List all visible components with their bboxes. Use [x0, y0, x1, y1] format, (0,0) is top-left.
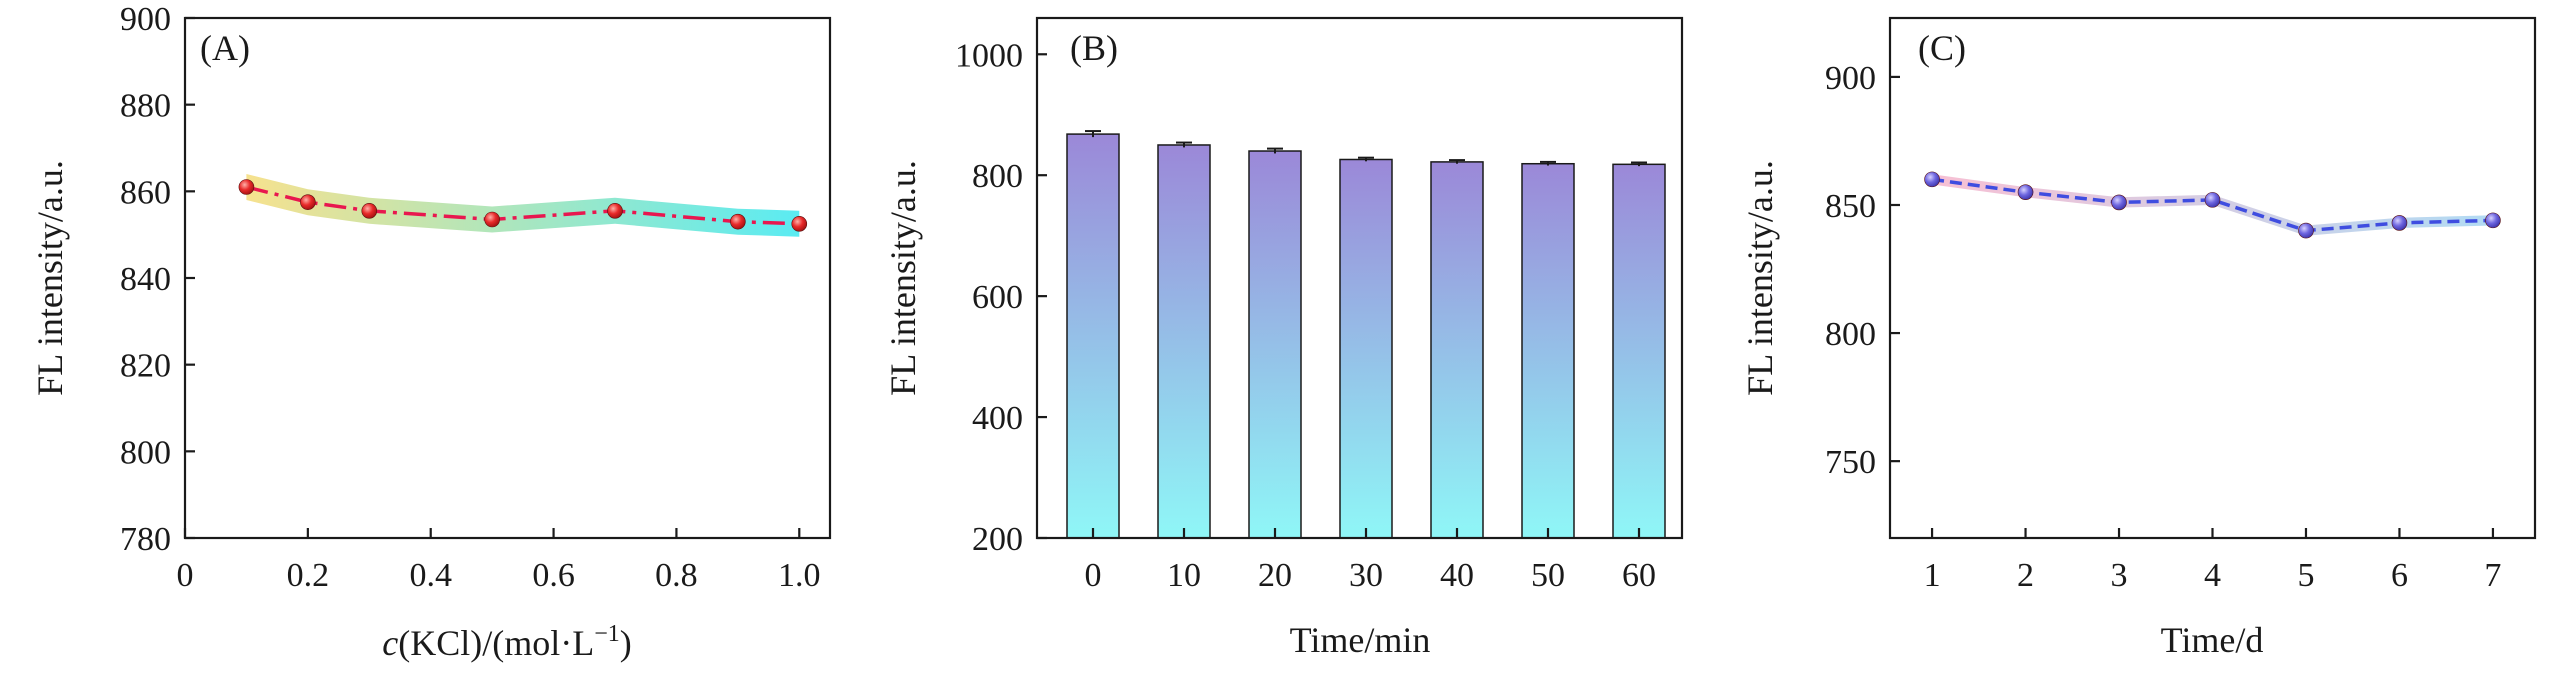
- panel-a-x-axis-label: c(KCl)/(mol·L−1): [382, 621, 632, 663]
- x-tick-label: 0.8: [655, 557, 698, 594]
- y-tick-label: 780: [120, 521, 171, 558]
- y-tick-label: 600: [972, 279, 1023, 316]
- bar: [1248, 150, 1302, 539]
- panel-a-error-band: [246, 174, 800, 237]
- y-tick-label: 800: [1825, 316, 1876, 353]
- panel-b: 0 10 20 30 40 50 60 200 400 600 800 1000 (B) FL in…: [883, 16, 1684, 660]
- data-point: [2485, 212, 2501, 229]
- panel-a-frame: [183, 16, 832, 540]
- x-tick-label: 60: [1622, 557, 1656, 594]
- panel-b-y-ticks: 200 400 600 800 1000: [955, 37, 1047, 558]
- panel-a-y-ticks: 780 800 820 840 860 880 900: [120, 1, 195, 558]
- x-tick-label: 40: [1440, 557, 1474, 594]
- panel-c-y-axis-label: FL intensity/a.u.: [1740, 160, 1780, 396]
- y-tick-label: 200: [972, 521, 1023, 558]
- data-point: [238, 179, 255, 195]
- data-point: [2204, 192, 2221, 208]
- panel-a-x-axis-label-close: ): [620, 623, 632, 663]
- y-tick-label: 400: [972, 400, 1023, 437]
- data-point: [2391, 215, 2408, 231]
- y-tick-label: 900: [1825, 60, 1876, 97]
- x-tick-label: 20: [1258, 557, 1292, 594]
- panel-a: 0 0.2 0.4 0.6 0.8 1.0 780 800 820 840 860 880 900 (…: [30, 1, 832, 663]
- x-tick-label: 50: [1531, 557, 1565, 594]
- y-tick-label: 850: [1825, 188, 1876, 225]
- data-point: [484, 211, 500, 228]
- panel-a-markers: [238, 179, 808, 232]
- x-tick-label: 2: [2017, 557, 2034, 594]
- y-tick-label: 800: [120, 434, 171, 471]
- data-point: [1924, 171, 1940, 188]
- x-tick-label: 1: [1924, 557, 1941, 594]
- panel-b-x-axis-label: Time/min: [1290, 620, 1431, 660]
- data-point: [2111, 194, 2127, 211]
- bar: [1157, 144, 1211, 539]
- x-tick-label: 0.2: [287, 557, 330, 594]
- panel-c: 1 2 3 4 5 6 7 750 800 850 900 (C) FL intensity/a.…: [1740, 16, 2537, 660]
- y-tick-label: 860: [120, 174, 171, 211]
- panel-c-x-axis-label: Time/d: [2161, 620, 2264, 660]
- y-tick-label: 840: [120, 261, 171, 298]
- panel-b-label: (B): [1070, 28, 1118, 68]
- panel-a-x-axis-label-sup: −1: [594, 621, 620, 647]
- panel-a-x-axis-label-var: c: [382, 623, 398, 663]
- bar: [1612, 163, 1666, 539]
- data-point: [300, 194, 316, 210]
- panel-c-markers: [1924, 171, 2501, 239]
- panel-a-label: (A): [200, 28, 250, 68]
- y-tick-label: 1000: [955, 37, 1023, 74]
- x-tick-label: 0.4: [409, 557, 452, 594]
- y-tick-label: 750: [1825, 444, 1876, 481]
- panel-c-x-ticks: 1 2 3 4 5 6 7: [1924, 528, 2501, 594]
- x-tick-label: 6: [2391, 557, 2408, 594]
- data-point: [2017, 184, 2034, 200]
- x-tick-label: 1.0: [778, 557, 821, 594]
- y-tick-label: 880: [120, 88, 171, 125]
- panel-b-frame: [1035, 16, 1684, 540]
- bar: [1339, 158, 1393, 539]
- panel-c-y-ticks: 750 800 850 900: [1825, 60, 1900, 481]
- panel-a-x-axis-label-unit: (KCl)/(mol·L: [398, 623, 594, 663]
- x-tick-label: 7: [2484, 557, 2501, 594]
- x-tick-label: 3: [2111, 557, 2128, 594]
- panel-b-bars: [1066, 130, 1666, 539]
- bar: [1066, 133, 1120, 539]
- panel-c-label: (C): [1918, 28, 1966, 68]
- x-tick-label: 30: [1349, 557, 1383, 594]
- bar: [1430, 161, 1484, 539]
- data-point: [361, 203, 378, 219]
- panel-c-frame: [1888, 16, 2537, 540]
- data-point: [607, 203, 623, 219]
- y-tick-label: 900: [120, 1, 171, 38]
- x-tick-label: 0: [177, 557, 194, 594]
- y-tick-label: 820: [120, 348, 171, 385]
- x-tick-label: 4: [2204, 557, 2221, 594]
- panel-a-x-ticks: 0 0.2 0.4 0.6 0.8 1.0: [177, 528, 821, 594]
- x-tick-label: 5: [2297, 557, 2314, 594]
- data-point: [2298, 222, 2314, 239]
- x-tick-label: 0.6: [532, 557, 575, 594]
- bar: [1521, 162, 1575, 539]
- y-tick-label: 800: [972, 158, 1023, 195]
- data-point: [730, 213, 746, 230]
- data-point: [791, 216, 808, 232]
- x-tick-label: 0: [1085, 557, 1102, 594]
- panel-a-y-axis-label: FL intensity/a.u.: [30, 160, 70, 396]
- x-tick-label: 10: [1167, 557, 1201, 594]
- A-band-shape: [246, 174, 800, 237]
- panel-b-x-ticks: 0 10 20 30 40 50 60: [1085, 528, 1656, 594]
- panel-b-y-axis-label: FL intensity/a.u.: [883, 160, 923, 396]
